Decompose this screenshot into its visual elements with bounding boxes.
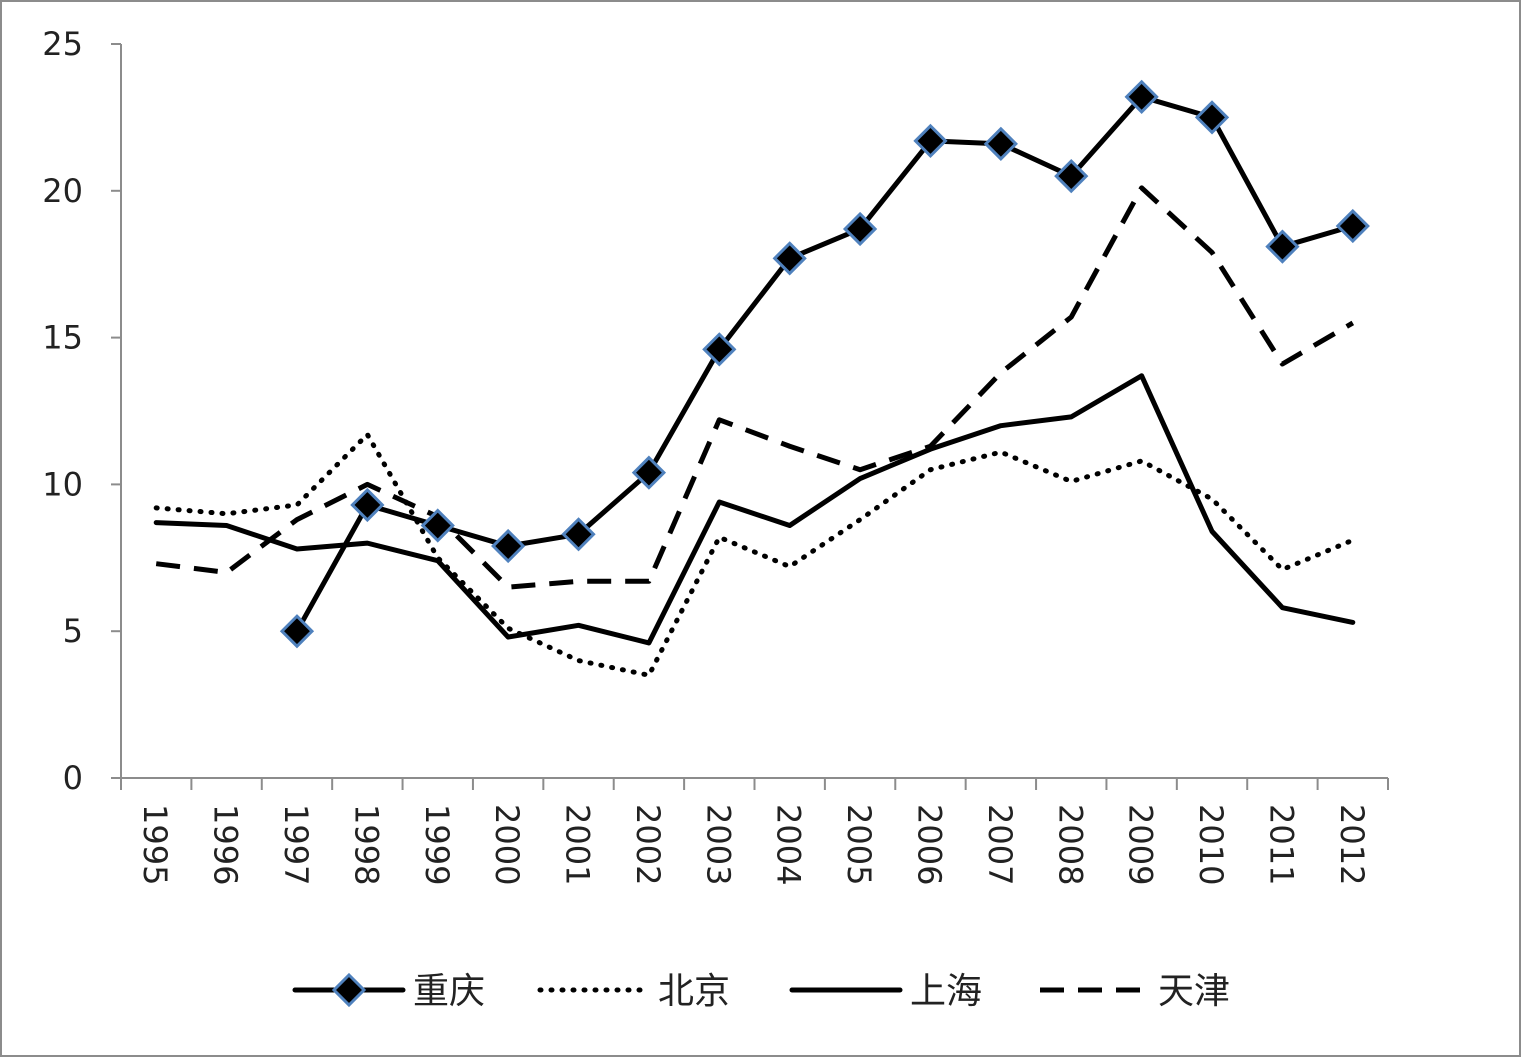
data-point-marker bbox=[350, 487, 385, 523]
legend-marker bbox=[331, 972, 367, 1008]
data-point-marker bbox=[491, 528, 526, 564]
y-tick-label: 5 bbox=[63, 612, 83, 650]
x-tick-label: 2007 bbox=[981, 804, 1019, 885]
y-tick-label: 10 bbox=[42, 465, 83, 503]
x-tick-label: 2010 bbox=[1192, 804, 1230, 885]
x-tick-label: 2006 bbox=[910, 804, 948, 885]
legend-label: 上海 bbox=[910, 971, 982, 1012]
series-layer bbox=[153, 79, 1370, 678]
data-point-marker bbox=[702, 332, 737, 367]
x-tick-label: 1997 bbox=[277, 804, 315, 885]
legend-item: 北京 bbox=[537, 971, 730, 1012]
series-4 bbox=[155, 185, 1355, 590]
data-point-marker bbox=[1124, 79, 1159, 114]
axes: 0 5 10 15 20 25 1995 1996 1997 1998 1999 2000 2001 20… bbox=[42, 25, 1389, 885]
data-point-marker bbox=[1194, 100, 1230, 135]
legend: 重庆 北京 上海 天津 bbox=[292, 971, 1230, 1012]
x-tick-label: 2002 bbox=[629, 804, 667, 885]
data-point-marker bbox=[772, 241, 807, 276]
data-point-marker bbox=[1054, 158, 1089, 194]
x-tick-label: 2009 bbox=[1122, 804, 1160, 885]
x-tick-label: 1999 bbox=[418, 804, 456, 885]
data-point-marker bbox=[631, 455, 667, 490]
y-tick-label: 15 bbox=[42, 319, 83, 357]
legend-item: 重庆 bbox=[292, 971, 485, 1012]
x-tick-label: 2012 bbox=[1333, 804, 1371, 885]
y-tick-label: 0 bbox=[63, 759, 83, 797]
data-point-marker bbox=[983, 126, 1018, 161]
series-1 bbox=[279, 79, 1370, 649]
data-point-marker bbox=[842, 211, 878, 247]
data-point-marker bbox=[561, 517, 596, 552]
data-point-marker bbox=[913, 123, 948, 159]
x-tick-label: 1996 bbox=[207, 804, 245, 885]
series-line bbox=[155, 185, 1355, 590]
y-tick-label: 25 bbox=[42, 25, 83, 63]
x-tick-label: 2000 bbox=[488, 804, 526, 885]
x-tick-label: 2003 bbox=[699, 804, 737, 885]
x-tick-label: 2008 bbox=[1051, 804, 1089, 885]
x-tick-label: 2004 bbox=[770, 804, 808, 885]
x-tick-label: 2011 bbox=[1262, 804, 1300, 885]
legend-item: 天津 bbox=[1040, 971, 1230, 1012]
data-point-marker bbox=[279, 614, 315, 649]
data-point-marker bbox=[1335, 208, 1370, 244]
legend-label: 天津 bbox=[1158, 971, 1230, 1012]
series-3 bbox=[153, 373, 1356, 646]
legend-item: 上海 bbox=[789, 971, 982, 1012]
series-line bbox=[153, 431, 1356, 678]
data-point-marker bbox=[1265, 229, 1300, 264]
x-tick-label: 1998 bbox=[347, 804, 385, 885]
data-point-marker bbox=[420, 508, 455, 543]
x-tick-label: 2005 bbox=[840, 804, 878, 885]
series-line bbox=[294, 94, 1356, 634]
legend-label: 重庆 bbox=[413, 971, 485, 1012]
series-2 bbox=[153, 431, 1356, 678]
series-line bbox=[153, 373, 1356, 646]
x-tick-label: 1995 bbox=[136, 804, 174, 885]
x-tick-label: 2001 bbox=[559, 804, 597, 885]
y-tick-label: 20 bbox=[42, 172, 83, 210]
legend-label: 北京 bbox=[658, 971, 730, 1012]
